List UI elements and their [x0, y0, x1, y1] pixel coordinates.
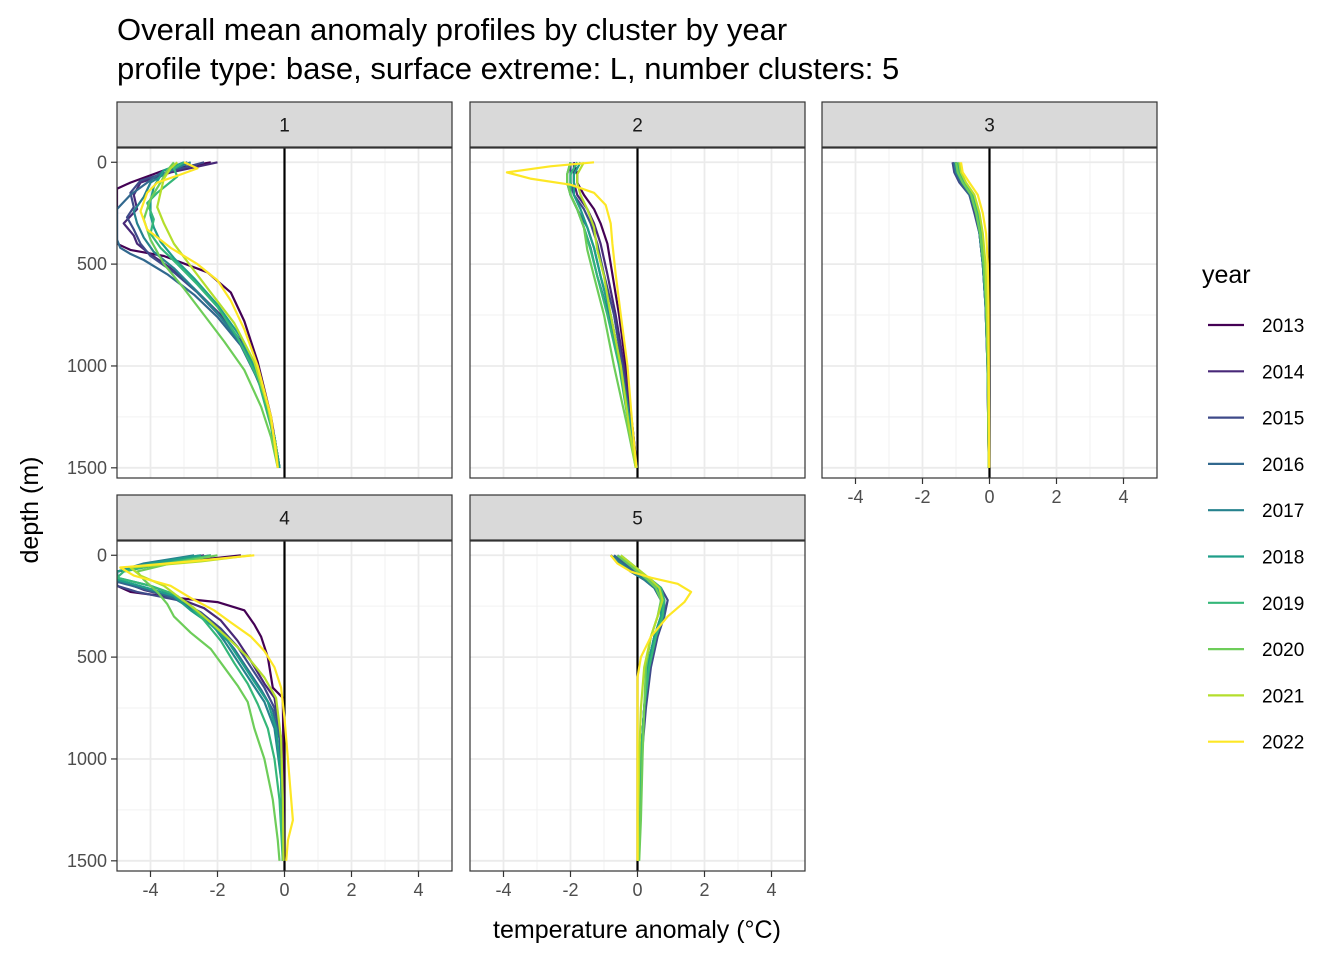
x-tick-label: 0 — [984, 487, 994, 507]
series-line-2022 — [119, 554, 294, 861]
series-line-2019 — [117, 554, 284, 861]
x-tick-label: 4 — [766, 880, 776, 900]
series-line-2020 — [566, 162, 637, 469]
panel-2: 2 — [469, 101, 806, 479]
facet-strip — [116, 494, 453, 541]
panel-3: 3 -4 -2 0 2 4 — [821, 101, 1158, 507]
legend-label-2022: 2022 — [1262, 733, 1304, 754]
legend-label-2021: 2021 — [1262, 686, 1304, 707]
legend-item-2016: 2016 — [1208, 455, 1304, 476]
series-line-2013 — [117, 161, 281, 468]
legend-label-2020: 2020 — [1262, 640, 1304, 661]
facet-strip — [116, 101, 453, 148]
panel-4: 4 0 500 1000 1500 -4 -2 0 2 4 — [67, 494, 453, 900]
legend-item-2014: 2014 — [1208, 362, 1305, 383]
y-tick-label: 1000 — [67, 749, 107, 769]
series-line-2018 — [117, 554, 284, 861]
panel-series-group — [117, 161, 281, 469]
x-axis-title: temperature anomaly (°C) — [493, 916, 781, 944]
x-tick-label: -2 — [562, 880, 578, 900]
facet-strip-label: 4 — [279, 509, 290, 530]
x-tick-label: 2 — [1051, 487, 1061, 507]
panel-5: 5 -4 -2 0 2 4 — [469, 494, 806, 900]
panel-series-group — [951, 161, 991, 468]
y-tick-label: 0 — [97, 545, 107, 565]
panel-border — [116, 147, 453, 479]
legend-label-2013: 2013 — [1262, 316, 1304, 337]
x-tick-label: 0 — [279, 880, 289, 900]
legend-title: year — [1202, 261, 1251, 289]
chart-subtitle: profile type: base, surface extreme: L, … — [117, 51, 899, 86]
series-line-2022 — [959, 162, 991, 468]
facet-strip-label: 2 — [632, 116, 643, 137]
y-tick-label: 500 — [77, 254, 107, 274]
legend-item-2019: 2019 — [1208, 594, 1304, 615]
legend-label-2014: 2014 — [1262, 362, 1305, 383]
facet-strip-label: 1 — [279, 116, 290, 137]
series-line-2019 — [569, 161, 637, 468]
panel-series-group — [609, 554, 693, 861]
panel-1: 1 0 500 1000 1500 — [67, 101, 453, 479]
series-line-2019 — [146, 161, 279, 468]
facet-strip-label: 5 — [632, 509, 643, 530]
panel-border — [469, 147, 806, 479]
facet-strip — [469, 494, 806, 541]
legend-label-2017: 2017 — [1262, 501, 1304, 522]
legend-item-2021: 2021 — [1208, 686, 1304, 707]
series-line-2021 — [620, 554, 664, 861]
legend-item-2015: 2015 — [1208, 409, 1304, 430]
y-tick-label: 1000 — [67, 356, 107, 376]
facet-strip-label: 3 — [984, 116, 995, 137]
facet-strip — [821, 101, 1158, 148]
legend-label-2019: 2019 — [1262, 594, 1304, 615]
legend-item-2020: 2020 — [1208, 640, 1304, 661]
x-tick-label: 2 — [699, 880, 709, 900]
series-line-2022 — [139, 161, 279, 468]
x-tick-label: -2 — [914, 487, 930, 507]
x-tick-label: -4 — [847, 487, 863, 507]
x-tick-label: 4 — [413, 880, 423, 900]
legend-item-2017: 2017 — [1208, 501, 1304, 522]
series-line-2021 — [576, 161, 637, 468]
x-tick-label: 0 — [632, 880, 642, 900]
series-line-2022 — [609, 554, 693, 861]
x-tick-label: 4 — [1118, 487, 1128, 507]
panel-series-group — [117, 554, 294, 861]
x-tick-label: -4 — [495, 880, 511, 900]
series-line-2020 — [142, 161, 279, 469]
x-tick-label: 2 — [346, 880, 356, 900]
legend-label-2015: 2015 — [1262, 409, 1304, 430]
panel-series-group — [505, 161, 638, 469]
x-tick-label: -2 — [209, 880, 225, 900]
y-tick-label: 1500 — [67, 851, 107, 871]
series-line-2021 — [958, 162, 990, 468]
chart-title: Overall mean anomaly profiles by cluster… — [117, 12, 787, 47]
legend-item-2018: 2018 — [1208, 548, 1304, 569]
legend-label-2018: 2018 — [1262, 548, 1304, 569]
series-line-2022 — [505, 161, 638, 468]
y-tick-label: 500 — [77, 647, 107, 667]
series-line-2021 — [129, 554, 285, 861]
legend-label-2016: 2016 — [1262, 455, 1304, 476]
legend-item-2013: 2013 — [1208, 316, 1304, 337]
y-tick-label: 0 — [97, 152, 107, 172]
series-line-2013 — [117, 554, 285, 861]
y-axis-title: depth (m) — [16, 457, 44, 564]
legend-item-2022: 2022 — [1208, 733, 1304, 754]
y-tick-label: 1500 — [67, 458, 107, 478]
x-tick-label: -4 — [142, 880, 158, 900]
legend: 2013 2014 2015 2016 2017 2018 2019 2020 2021 2022 — [1208, 316, 1305, 754]
facet-strip — [469, 101, 806, 148]
panels-layer: 1 0 500 1000 1500 2 3 -4 -2 0 2 4 4 0 500 1000 1500 -4 -2 0… — [67, 101, 1158, 900]
